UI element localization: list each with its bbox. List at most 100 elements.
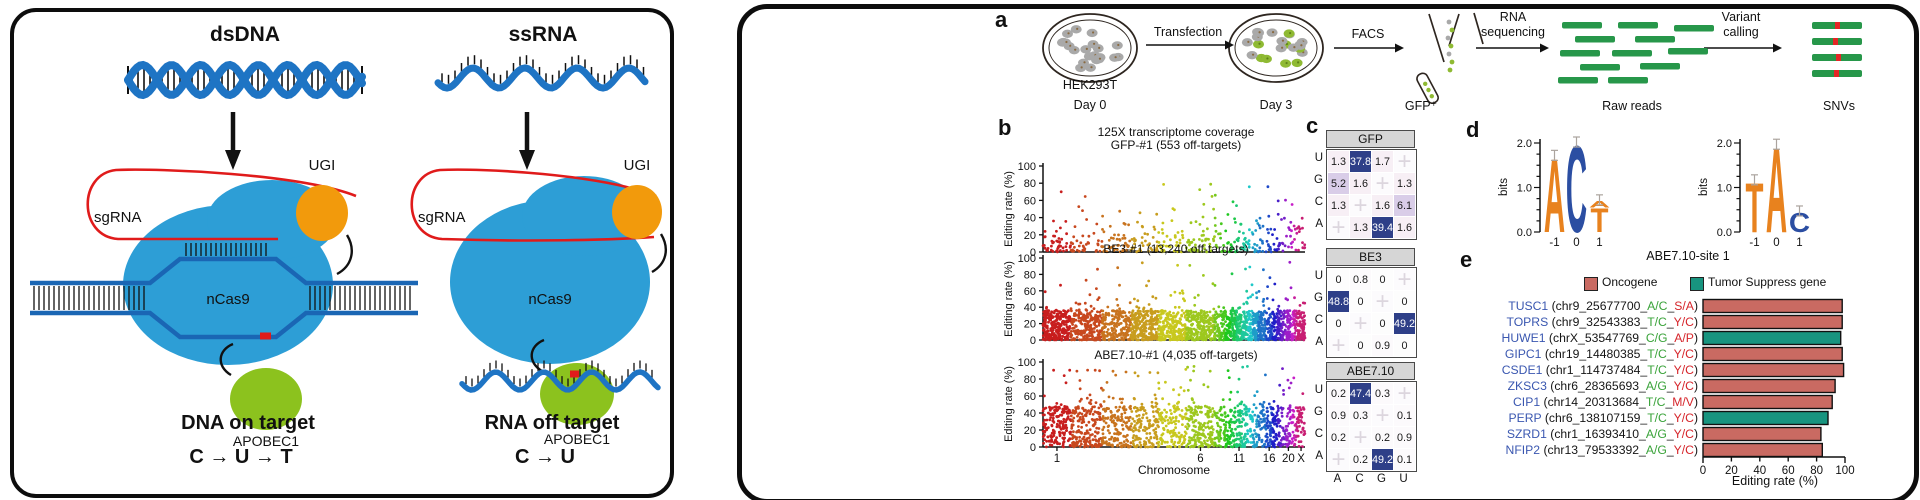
- gene-label-part: chr6_138107159_: [1548, 411, 1648, 425]
- gene-label-part: T/C: [1647, 315, 1667, 329]
- gene-label-part: _: [1666, 379, 1674, 393]
- heatmap-cell: 48.8: [1328, 291, 1349, 312]
- plot1-ylabel: Editing rate (%): [1003, 171, 1016, 247]
- legend-label-tsg: Tumor Suppress gene: [1708, 275, 1827, 289]
- gene-label-part: (: [1548, 299, 1556, 313]
- scatter-plot-2: 100 80 60 40 20 0: [1018, 253, 1307, 347]
- gene-label-part: T/C: [1645, 395, 1666, 409]
- ncas9-label-right: nCas9: [528, 291, 572, 308]
- gene-label-part: Y/C: [1673, 347, 1694, 361]
- heatmap-cell: 1.3: [1328, 151, 1349, 172]
- heatmap-cell: 1.6: [1350, 173, 1371, 194]
- heatmap-row-label: C: [1314, 196, 1323, 208]
- svg-text:16: 16: [1263, 453, 1276, 465]
- plot3-title: ABE7.10-#1 (4,035 off-targets): [1094, 348, 1258, 362]
- svg-text:A: A: [1544, 138, 1565, 255]
- heatmap-cell: 47.4: [1350, 383, 1371, 404]
- gene-label-part: chr9_32543383_: [1555, 315, 1648, 329]
- gene-label-part: HUWE1: [1501, 331, 1546, 345]
- svg-text:0.0: 0.0: [1717, 227, 1732, 239]
- heatmap-cell: 0.3: [1372, 383, 1393, 404]
- apobec1-label-right: APOBEC1: [543, 431, 611, 447]
- svg-text:20: 20: [1725, 465, 1738, 477]
- ncas9-label-left: nCas9: [206, 291, 250, 308]
- svg-text:2.0: 2.0: [1517, 138, 1532, 150]
- gene-label-CIP1: CIP1 (chr14_20313684_T/C_M/V): [1513, 395, 1698, 409]
- bar-HUWE1: [1702, 330, 1842, 346]
- gene-label-SZRD1: SZRD1 (chr1_16393410_A/G_Y/C): [1507, 427, 1698, 441]
- gene-label-part: (: [1541, 411, 1549, 425]
- legend-label-oncogene: Oncogene: [1602, 275, 1658, 289]
- gene-label-NFIP2: NFIP2 (chr13_79533392_A/G_Y/C): [1506, 443, 1698, 457]
- svg-text:2.0: 2.0: [1717, 138, 1732, 150]
- gene-label-part: T/C: [1647, 347, 1667, 361]
- bar-PERP: [1702, 410, 1829, 426]
- heatmap-cell: +: [1372, 289, 1393, 313]
- sgrna-label-right: sgRNA: [418, 209, 466, 226]
- gene-label-part: ): [1693, 379, 1698, 393]
- variant-calling-label-2: calling: [1723, 25, 1759, 39]
- gene-label-HUWE1: HUWE1 (chrX_53547769_C/G_A/P): [1502, 331, 1698, 345]
- gene-label-part: SZRD1: [1506, 427, 1547, 441]
- heatmap-cell: 0: [1328, 313, 1349, 334]
- heatmap-cell: +: [1394, 267, 1415, 291]
- panel-a-label: a: [995, 7, 1008, 32]
- snvs-label: SNVs: [1823, 99, 1855, 113]
- gene-label-part: (: [1542, 363, 1550, 377]
- gene-label-TOPRS: TOPRS (chr9_32543383_T/C_Y/C): [1506, 315, 1698, 329]
- gene-label-part: Y/C: [1673, 315, 1694, 329]
- gene-label-part: (: [1548, 315, 1556, 329]
- gene-label-ZKSC3: ZKSC3 (chr6_28365693_A/G_Y/C): [1508, 379, 1698, 393]
- gene-label-part: TUSC1: [1508, 299, 1549, 313]
- heatmap-row-label: C: [1314, 314, 1323, 326]
- svg-text:60: 60: [1024, 391, 1036, 403]
- svg-text:T: T: [1591, 201, 1610, 239]
- heatmap-cell: 0.2: [1328, 383, 1349, 404]
- heatmap-cell: 6.1: [1394, 195, 1415, 216]
- gene-label-part: chr6_28365693_: [1554, 379, 1646, 393]
- svg-text:0: 0: [1030, 335, 1036, 347]
- svg-text:6: 6: [1197, 453, 1203, 465]
- legend-swatch-oncogene: [1584, 277, 1598, 291]
- bar-ZKSC3: [1702, 378, 1836, 394]
- heatmap-cell: 49.2: [1372, 449, 1393, 470]
- heatmap-cell: 0.9: [1394, 427, 1415, 448]
- gene-label-part: chrX_53547769_: [1552, 331, 1646, 345]
- gene-label-PERP: PERP (chr6_138107159_T/C_Y/C): [1508, 411, 1698, 425]
- panel-d-label: d: [1466, 117, 1480, 142]
- heatmap-row-label: U: [1314, 270, 1323, 282]
- plot2-title: BE3-#1 (13,240 off-targets): [1103, 242, 1249, 256]
- editing-rate-barchart: 0 20 40 60 80 100: [1700, 298, 1855, 477]
- gene-label-part: ): [1693, 411, 1698, 425]
- heatmap-row-label: U: [1314, 384, 1323, 396]
- plot1-title-line1: 125X transcriptome coverage: [1097, 125, 1255, 139]
- heatmap-cell: +: [1350, 311, 1371, 335]
- gene-label-part: A/G: [1645, 443, 1667, 457]
- gene-label-part: Y/C: [1673, 411, 1694, 425]
- gene-label-part: (: [1540, 395, 1548, 409]
- svg-text:40: 40: [1753, 465, 1766, 477]
- heatmap-cell: 1.3: [1350, 217, 1371, 238]
- apobec1-label-left: APOBEC1: [232, 433, 300, 449]
- logo1-ylabel: bits: [1497, 178, 1510, 196]
- heatmap-row-label: A: [1315, 450, 1323, 462]
- svg-text:C: C: [1566, 122, 1587, 260]
- heatmap-cell: 1.6: [1372, 195, 1393, 216]
- gene-label-part: PERP: [1508, 411, 1542, 425]
- svg-text:1.0: 1.0: [1517, 183, 1532, 195]
- heatmap-cell: 5.2: [1328, 173, 1349, 194]
- svg-text:-1: -1: [1749, 237, 1759, 249]
- svg-text:40: 40: [1024, 302, 1036, 314]
- heatmap-row-label: G: [1314, 406, 1323, 418]
- heatmap-cell: 1.7: [1372, 151, 1393, 172]
- gene-label-part: C/G: [1645, 331, 1668, 345]
- gfp-plus-label: GFP⁺: [1404, 99, 1438, 113]
- gene-label-part: T/C: [1647, 363, 1667, 377]
- gene-label-part: _: [1666, 347, 1674, 361]
- heatmap-cell: +: [1372, 403, 1393, 427]
- heatmap-row-label: C: [1314, 428, 1323, 440]
- svg-text:40: 40: [1024, 213, 1036, 225]
- scatter-plot-1: 100 80 60 40 20 0: [1018, 161, 1307, 259]
